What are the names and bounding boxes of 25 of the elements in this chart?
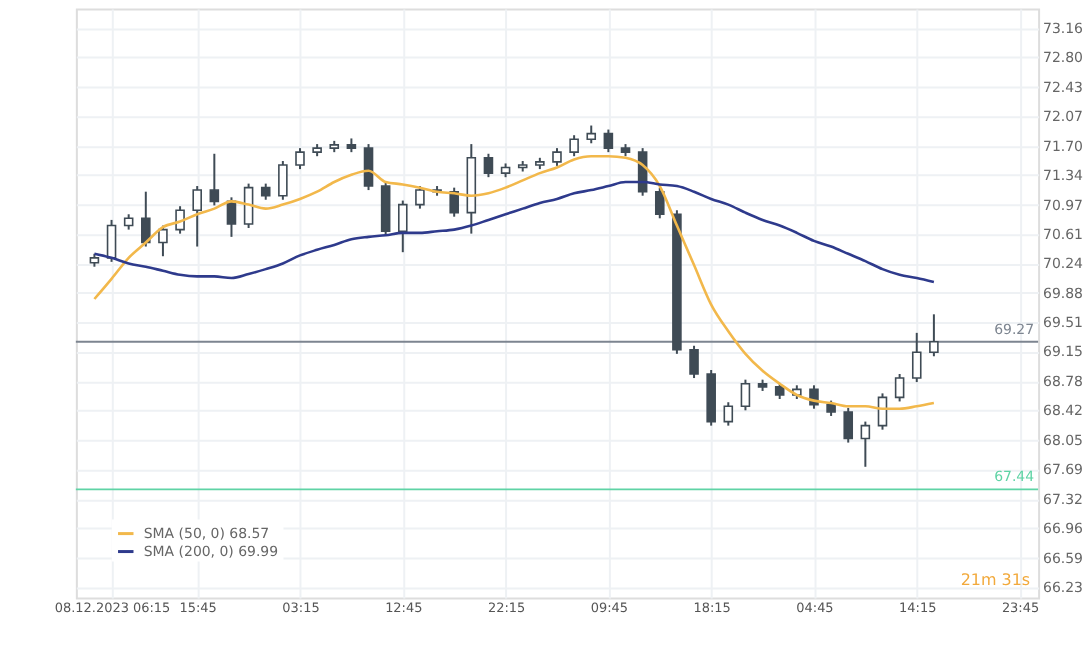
candlestick xyxy=(141,190,151,248)
candlestick xyxy=(843,406,854,444)
candlestick xyxy=(894,373,905,403)
candlestick xyxy=(723,401,734,427)
candlestick xyxy=(603,128,614,154)
candlestick xyxy=(654,186,665,220)
candlestick xyxy=(929,313,939,358)
candlestick xyxy=(209,152,220,207)
candlestick xyxy=(569,134,579,158)
candlestick xyxy=(483,152,494,179)
candlestick xyxy=(192,185,202,248)
candlestick xyxy=(740,378,751,412)
candlestick xyxy=(158,224,168,258)
candlestick xyxy=(689,344,699,380)
candlestick xyxy=(363,143,374,192)
candlestick xyxy=(398,199,408,254)
candlestick xyxy=(911,331,922,384)
candlestick xyxy=(706,368,716,427)
candlestick xyxy=(295,147,305,171)
candlestick xyxy=(278,160,288,201)
annotation: 21m 31s xyxy=(960,571,1031,590)
candlestick xyxy=(449,186,459,218)
candlestick xyxy=(860,420,871,468)
line-series xyxy=(93,180,936,284)
candlestick xyxy=(380,181,391,237)
